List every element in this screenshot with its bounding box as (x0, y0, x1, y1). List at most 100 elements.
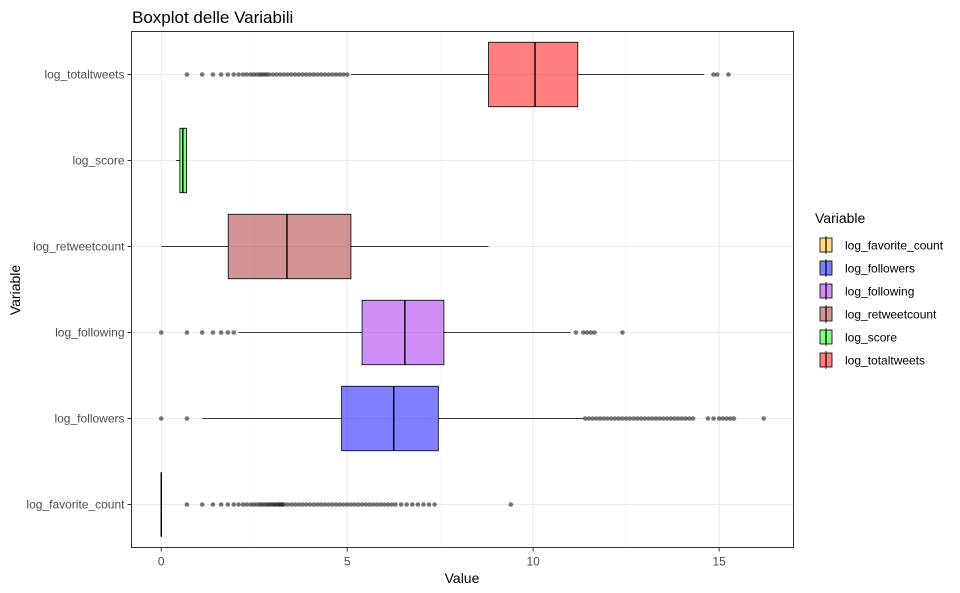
outlier-point (199, 330, 205, 335)
legend-item-log_following: log_following (819, 282, 914, 300)
outlier-point (642, 416, 648, 421)
box-iqr (361, 299, 445, 366)
outlier-point (590, 416, 595, 421)
outlier-point (244, 72, 250, 77)
outlier-point (389, 502, 395, 507)
outlier-point (359, 502, 365, 507)
outlier-point (236, 72, 241, 77)
outlier-point (612, 416, 618, 421)
outlier-point (315, 502, 320, 507)
outlier-point (326, 502, 331, 507)
outlier-point (374, 502, 380, 507)
outlier-point (616, 416, 622, 421)
outlier-point (588, 330, 594, 335)
plot-background (131, 31, 794, 548)
outlier-point (184, 330, 190, 335)
outlier-point (244, 502, 250, 507)
outlier-point (727, 416, 733, 421)
outlier-point (307, 72, 313, 77)
y-axis-ticks: log_favorite_count log_followers log_follo… (26, 68, 132, 512)
outlier-point (631, 416, 636, 421)
outlier-point (370, 502, 376, 507)
outlier-point (344, 72, 350, 77)
outlier-point (761, 416, 767, 421)
outlier-point (627, 416, 633, 421)
outlier-point (432, 502, 437, 507)
outlier-point (184, 416, 190, 421)
outlier-point (218, 72, 224, 77)
outlier-point (311, 72, 317, 77)
outlier-point (367, 502, 372, 507)
outlier-point (653, 416, 659, 421)
outlier-point (337, 72, 343, 77)
outlier-point (714, 72, 720, 77)
outlier-point (664, 416, 670, 421)
outlier-point (657, 416, 662, 421)
outlier-point (638, 416, 644, 421)
outlier-point (597, 416, 603, 421)
outlier-point (266, 72, 272, 77)
outlier-point (581, 330, 586, 335)
outlier-point (404, 502, 410, 507)
outlier-point (601, 416, 607, 421)
x-axis-ticks: 0 5 10 15 (158, 547, 726, 569)
outlier-point (409, 502, 415, 507)
outlier-point (675, 416, 681, 421)
outlier-point (716, 416, 722, 421)
outlier-point (330, 502, 335, 507)
outlier-point (426, 502, 432, 507)
box-iqr (341, 385, 439, 452)
outlier-point (199, 502, 205, 507)
legend-label: log_following (845, 285, 914, 299)
legend-item-log_favorite_count: log_favorite_count (819, 236, 944, 254)
outlier-point (356, 502, 361, 507)
legend-label: log_totaltweets (845, 354, 925, 368)
outlier-point (240, 502, 246, 507)
x-axis-title: Value (445, 570, 480, 586)
outlier-point (236, 502, 241, 507)
outlier-point (225, 72, 231, 77)
outlier-point (158, 416, 164, 421)
outlier-point (711, 72, 716, 77)
outlier-point (623, 416, 629, 421)
boxes (158, 41, 767, 537)
box-log_following (158, 299, 625, 366)
outlier-point (352, 502, 357, 507)
legend-label: log_followers (845, 262, 915, 276)
box-log_totaltweets (184, 41, 731, 108)
outlier-point (292, 72, 298, 77)
outlier-point (315, 72, 320, 77)
outlier-point (184, 72, 190, 77)
outlier-point (184, 502, 190, 507)
outlier-point (661, 416, 666, 421)
outlier-point (690, 416, 696, 421)
box-log_retweetcount (161, 213, 489, 280)
x-tick-label: 10 (526, 555, 540, 569)
outlier-point (344, 502, 350, 507)
y-tick-label: log_score (72, 154, 124, 168)
outlier-point (333, 502, 339, 507)
outlier-point (679, 416, 685, 421)
outlier-point (225, 330, 231, 335)
x-tick-label: 0 (158, 555, 165, 569)
outlier-point (199, 72, 205, 77)
outlier-point (337, 502, 343, 507)
outlier-point (277, 72, 283, 77)
chart-title: Boxplot delle Variabili (132, 8, 293, 27)
legend-item-log_score: log_score (819, 328, 897, 346)
y-axis-title: Variable (7, 265, 23, 316)
outlier-point (672, 416, 677, 421)
outlier-point (731, 416, 737, 421)
box-iqr (488, 41, 579, 108)
outlier-point (322, 72, 328, 77)
outlier-point (385, 502, 391, 507)
outlier-point (311, 502, 317, 507)
outlier-point (330, 72, 335, 77)
box-iqr (227, 213, 352, 280)
outlier-point (270, 72, 276, 77)
outlier-point (333, 72, 339, 77)
outlier-point (705, 416, 711, 421)
outlier-point (281, 502, 287, 507)
outlier-point (573, 330, 579, 335)
